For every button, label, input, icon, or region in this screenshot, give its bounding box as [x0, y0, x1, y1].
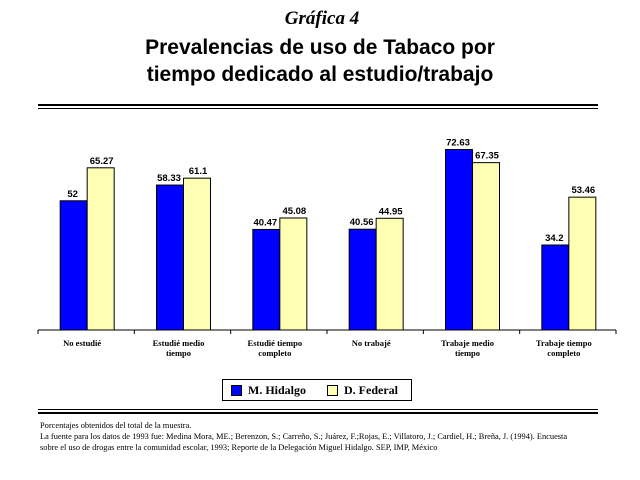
category-label-2-line-1: Estudié medio [153, 338, 205, 348]
bar-series-1-4 [348, 228, 377, 331]
bar-series-1-6 [541, 244, 570, 331]
category-label-6-line-1: Trabaje tiempo [536, 338, 592, 348]
bar-series-1-3 [252, 228, 281, 331]
data-label-series-2-6: 53.46 [571, 185, 595, 196]
footnote-line-1: Porcentajes obtenidos del total de la mu… [40, 421, 192, 430]
bar-series-2-5 [472, 162, 500, 331]
footnotes: Porcentajes obtenidos del total de la mu… [40, 420, 630, 453]
bar-series-1-2 [156, 184, 184, 331]
category-label-4-line-1: No trabajé [352, 338, 391, 348]
category-label-3-line-2: completo [258, 348, 291, 358]
data-label-series-1-6: 34.2 [545, 233, 564, 244]
legend-item-series-1: M. Hidalgo [231, 383, 306, 398]
legend-swatch-series-2 [327, 385, 338, 396]
legend: M. Hidalgo D. Federal [222, 379, 412, 401]
category-label-5-line-1: Trabaje medio [441, 338, 494, 348]
data-label-series-2-2: 61.1 [189, 166, 208, 177]
data-label-series-2-1: 65.27 [90, 156, 114, 167]
bar-series-1-1 [59, 200, 88, 331]
legend-label-series-2: D. Federal [344, 383, 398, 397]
legend-item-series-2: D. Federal [327, 383, 398, 398]
bar-series-2-1 [86, 167, 115, 331]
legend-swatch-series-1 [231, 385, 242, 396]
category-label-5-line-2: tiempo [455, 348, 480, 358]
figure-label: Gráfica 4 [284, 8, 360, 29]
bar-series-2-3 [279, 217, 308, 331]
chart-title: Prevalencias de uso de Tabaco por tiempo… [145, 36, 495, 86]
data-label-series-2-3: 45.08 [282, 206, 306, 217]
data-label-series-2-5: 67.35 [475, 151, 499, 162]
data-label-series-1-3: 40.47 [253, 217, 277, 228]
category-label-2-line-2: tiempo [166, 348, 191, 358]
legend-label-series-1: M. Hidalgo [248, 383, 307, 397]
top-rule-thin [38, 108, 598, 109]
data-label-series-1-1: 52 [67, 189, 78, 200]
category-label-1-line-1: No estudié [63, 338, 101, 348]
data-label-series-1-5: 72.63 [446, 138, 470, 149]
data-label-series-2-4: 44.95 [379, 206, 403, 217]
category-label-6-line-2: completo [547, 348, 580, 358]
bar-series-1-5 [445, 149, 473, 331]
category-label-3-line-1: Estudié tiempo [248, 338, 303, 348]
top-rule [38, 104, 598, 106]
data-label-series-1-2: 58.33 [157, 173, 181, 184]
footnote-line-3: sobre el uso de drogas entre la comunida… [40, 443, 438, 452]
bar-series-2-4 [375, 217, 404, 331]
data-label-series-1-4: 40.56 [350, 217, 374, 228]
bar-series-2-2 [183, 177, 211, 331]
bottom-rule [38, 409, 598, 410]
footnote-line-2: La fuente para los datos de 1993 fue: Me… [40, 432, 568, 441]
bar-series-2-6 [568, 196, 597, 331]
bottom-rule-thick [38, 412, 598, 414]
